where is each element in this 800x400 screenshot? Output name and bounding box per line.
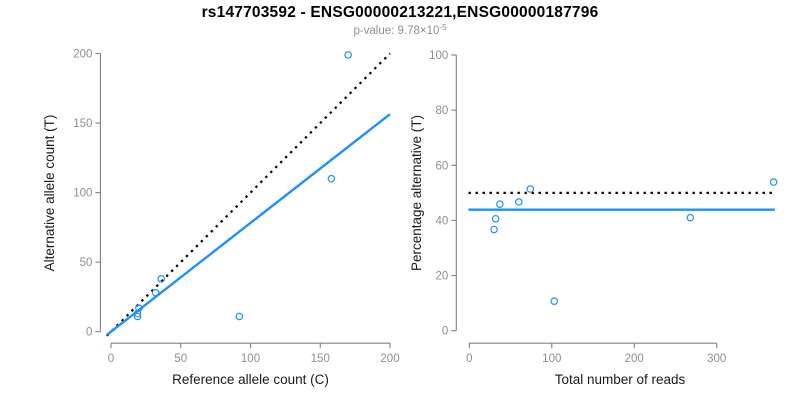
data-point [235, 312, 244, 321]
data-point [514, 198, 523, 206]
data-point [133, 309, 142, 318]
left-scatter-plot: 0 50 100 150 200 0 50 100 150 200 Reference allele… [42, 49, 400, 388]
plot-subtitle: p-value: 9.78×10-5 [0, 23, 800, 37]
y-axis-title: Percentage alternative (T) [409, 115, 424, 271]
data-point [133, 312, 142, 321]
y-axis-title: Alternative allele count (T) [42, 115, 57, 272]
regression-line [106, 113, 391, 336]
data-points [490, 178, 778, 306]
data-point [491, 214, 500, 223]
y-tick-label: 0 [86, 327, 92, 339]
pvalue-text: p-value: 9.78×10 [353, 25, 440, 37]
data-point [769, 178, 778, 186]
x-tick-label: 0 [466, 353, 472, 365]
x-tick-label: 300 [707, 353, 726, 365]
right-scatter-plot: 0 20 40 60 80 100 0 100 200 300 Total number of re… [409, 50, 778, 387]
x-tick-label: 50 [174, 353, 187, 365]
data-point [157, 275, 166, 283]
x-tick-label: 150 [311, 353, 330, 365]
data-point [496, 200, 504, 208]
y-tick-label: 200 [73, 49, 92, 61]
pvalue-exponent: -5 [439, 23, 447, 32]
y-tick-label: 100 [73, 188, 92, 200]
data-point [151, 288, 160, 297]
y-tick-label: 60 [436, 160, 449, 172]
x-tick-label: 200 [625, 353, 644, 365]
x-tick-label: 200 [380, 353, 399, 365]
plot-title: rs147703592 - ENSG00000213221,ENSG000001… [201, 4, 599, 21]
data-point [550, 297, 559, 306]
identity-line [106, 52, 391, 337]
x-tick-label: 0 [108, 353, 114, 365]
y-tick-label: 100 [429, 50, 448, 62]
data-point [327, 174, 336, 183]
y-tick-label: 50 [80, 257, 93, 269]
data-points [133, 51, 352, 321]
y-tick-label: 40 [436, 215, 449, 227]
y-tick-label: 0 [442, 326, 448, 338]
y-tick-label: 20 [436, 271, 449, 283]
data-point [344, 51, 352, 59]
x-axis-title: Reference allele count (C) [172, 372, 329, 387]
y-tick-label: 80 [436, 105, 449, 117]
x-axis-title: Total number of reads [555, 372, 686, 387]
data-point [686, 213, 695, 222]
x-tick-label: 100 [542, 353, 561, 365]
data-point [490, 225, 498, 234]
data-point [526, 185, 535, 193]
y-tick-label: 150 [73, 118, 92, 130]
x-tick-label: 100 [241, 353, 260, 365]
